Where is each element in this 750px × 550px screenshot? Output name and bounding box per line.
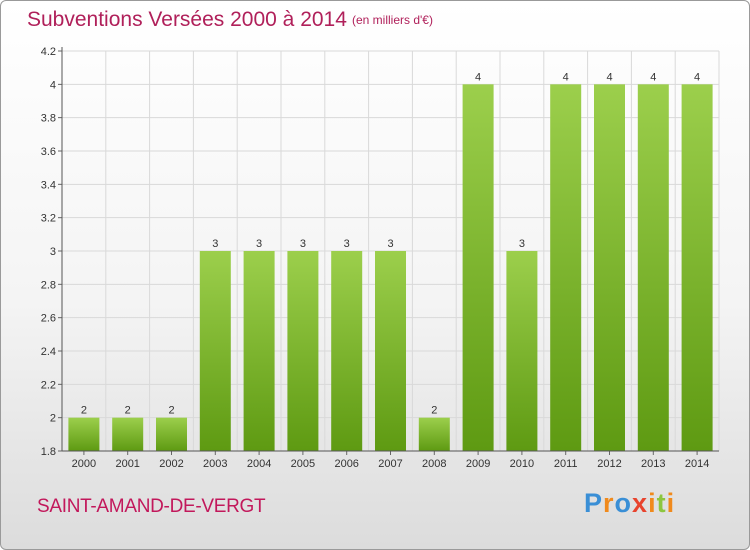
bar <box>506 251 538 451</box>
bar <box>331 251 363 451</box>
y-tick-label: 3 <box>50 246 56 258</box>
data-label: 4 <box>694 71 700 83</box>
labels-layer: 1.8 2 2.2 2.4 2.6 2.8 3 3.2 3.4 3.6 3.8 4 4.2 2 2000 2 2… <box>41 46 710 470</box>
chart-title: Subventions Versées 2000 à 2014 <box>27 8 347 31</box>
y-tick-label: 2.4 <box>41 346 56 358</box>
x-tick-label: 2004 <box>247 458 271 470</box>
bar <box>243 251 275 451</box>
x-tick-label: 2014 <box>685 458 709 470</box>
bar <box>462 84 494 451</box>
commune-name: SAINT-AMAND-DE-VERGT <box>37 496 266 517</box>
data-label: 3 <box>519 238 525 250</box>
logo-letter: o <box>614 488 633 518</box>
bar <box>287 251 319 451</box>
x-tick-label: 2009 <box>466 458 490 470</box>
data-label: 4 <box>563 71 569 83</box>
y-tick-label: 2.8 <box>41 279 56 291</box>
y-tick-label: 3.2 <box>41 213 56 225</box>
bar <box>637 84 669 451</box>
logo-letter: P <box>584 488 604 518</box>
y-tick-label: 3.4 <box>41 179 56 191</box>
data-label: 2 <box>168 405 174 417</box>
bar <box>68 417 100 451</box>
bar <box>594 84 625 451</box>
y-tick-label: 3.6 <box>41 146 56 158</box>
x-tick-label: 2005 <box>291 458 315 470</box>
y-tick-label: 1.8 <box>41 446 56 458</box>
data-label: 3 <box>300 238 306 250</box>
bar <box>550 84 582 451</box>
data-label: 4 <box>606 71 612 83</box>
data-label: 4 <box>650 71 656 83</box>
x-tick-label: 2003 <box>203 458 227 470</box>
bars-layer <box>68 84 713 451</box>
y-tick-label: 3.8 <box>41 113 56 125</box>
x-tick-label: 2002 <box>159 458 183 470</box>
data-label: 2 <box>125 405 131 417</box>
logo-letter: r <box>603 488 615 518</box>
y-tick-label: 4.2 <box>41 46 56 58</box>
data-label: 3 <box>344 238 350 250</box>
y-tick-label: 2.2 <box>41 379 56 391</box>
data-label: 3 <box>256 238 262 250</box>
bar <box>418 417 450 451</box>
x-tick-label: 2012 <box>597 458 621 470</box>
logo-letter: i <box>648 488 657 518</box>
data-label: 4 <box>475 71 481 83</box>
x-tick-label: 2006 <box>334 458 358 470</box>
bar <box>375 251 406 451</box>
data-label: 3 <box>387 238 393 250</box>
x-tick-label: 2013 <box>641 458 665 470</box>
bar <box>199 251 231 451</box>
chart-unit: (en milliers d'€) <box>352 13 433 27</box>
logo-letter: x <box>632 488 649 518</box>
x-tick-label: 2000 <box>72 458 96 470</box>
bar <box>156 417 187 451</box>
x-tick-label: 2010 <box>510 458 534 470</box>
y-tick-label: 2.6 <box>41 313 56 325</box>
x-tick-label: 2007 <box>378 458 402 470</box>
logo-letter: i <box>666 488 676 518</box>
y-tick-label: 2 <box>50 413 56 425</box>
bar <box>681 84 713 451</box>
logo-letter: t <box>656 488 667 518</box>
data-label: 3 <box>212 238 218 250</box>
x-tick-label: 2008 <box>422 458 446 470</box>
data-label: 2 <box>81 405 87 417</box>
proxiti-logo: Proxiti <box>584 488 675 519</box>
y-tick-label: 4 <box>50 79 56 91</box>
x-tick-label: 2011 <box>554 458 578 470</box>
axes-layer <box>58 47 719 455</box>
x-tick-label: 2001 <box>115 458 139 470</box>
data-label: 2 <box>431 405 437 417</box>
bar <box>112 417 144 451</box>
